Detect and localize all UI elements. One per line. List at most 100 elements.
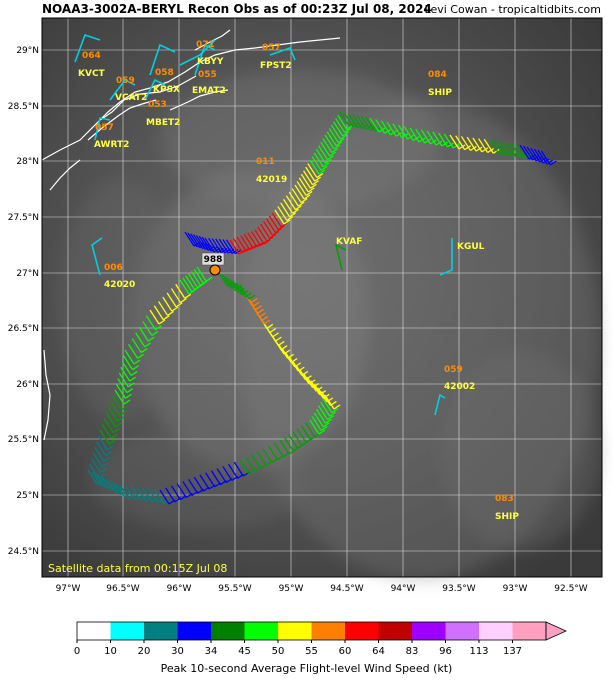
wind-barb [403,126,414,141]
wind-barb [443,133,454,149]
wind-barb [280,202,291,218]
wind-barb-flag [175,302,183,308]
wind-barb [233,238,244,253]
colorbar-tick-label: 137 [503,646,522,657]
wind-barb [110,480,121,496]
wind-barb [320,391,331,406]
wind-barb-flag [261,315,269,321]
wind-barb [233,461,244,477]
wind-barb [184,231,195,247]
wind-barb [190,233,201,249]
colorbar-extend-arrow [545,621,567,641]
wind-barb [149,309,160,325]
station-barbs-green [334,243,347,271]
wind-barb-flag [269,233,277,239]
storm-center: 988 [201,252,225,276]
wind-barb-flag [542,158,550,164]
wind-barb-flag [326,397,334,403]
wind-barb [328,128,339,143]
station-value: 057 [95,123,114,133]
lon-axis-labels: 97°W 96.5°W 96°W 95.5°W 95°W 94.5°W 94°W… [56,584,588,594]
lon-label: 95.5°W [218,584,252,594]
wind-barb [120,366,131,382]
wind-barb-flag [129,376,137,382]
wind-barb [324,394,335,410]
station-value: 084 [428,70,447,80]
wind-barb-flag [289,212,297,218]
wind-barb [119,484,130,500]
wind-barb [145,315,156,331]
wind-barb [235,282,246,298]
wind-barb-flag [346,124,354,130]
wind-barb [96,441,107,456]
wind-barb [305,422,316,438]
colorbar-swatch [311,622,346,640]
wind-barb [229,239,240,255]
wind-barb-flag [210,246,218,252]
wind-barb [239,459,250,475]
lon-label: 92.5°W [554,584,588,594]
wind-barb [135,332,146,348]
wind-barb [278,343,289,359]
wind-barb-flag [127,382,135,388]
lon-label: 93°W [503,584,528,594]
lat-label: 28.5°N [8,102,39,112]
wind-barb-flag [237,288,245,294]
wind-barb-flag [205,276,213,282]
wind-barb-flag [305,190,313,196]
wind-barb-flag [275,336,282,342]
wind-barb-flag [315,386,323,392]
wind-barb [257,226,268,242]
wind-barb-flag [162,315,170,321]
lon-label: 93.5°W [442,584,476,594]
wind-barb [250,231,261,246]
wind-barb [182,481,193,496]
wind-barb [318,405,329,421]
wind-barb [375,119,386,134]
wind-barb-flag [327,415,334,421]
wind-barb [117,378,128,393]
wind-barb-flag [342,131,349,137]
wind-barb [313,152,324,168]
wind-barb-flag [481,147,489,153]
station-value: 057 [262,43,281,53]
wind-barb-flag [137,353,144,359]
wind-barb-flag [295,205,302,211]
wind-barb-flag [275,228,282,234]
wind-barb [170,485,181,501]
colorbar-title: Peak 10-second Average Flight-level Wind… [160,662,453,675]
wind-barb [131,338,142,353]
wind-barb-flag [227,281,234,287]
wind-barb [506,142,517,158]
wind-barb [262,448,273,463]
wind-barb [315,148,326,164]
wind-barb-flag [331,148,339,154]
wind-barb [256,451,267,466]
wind-barb [136,486,147,502]
station-id: KPSX [153,85,180,95]
lat-label: 27°N [16,269,39,279]
wind-barb [295,365,306,381]
wind-barb-flag [105,450,112,456]
wind-barb [232,280,243,296]
wind-barb [114,389,125,405]
wind-barb [317,387,328,403]
lat-label: 29°N [16,46,39,56]
wind-barb [320,141,331,157]
station-id: EMAT2 [192,86,226,96]
wind-barb-flag [155,325,162,331]
wind-barb [533,148,544,164]
wind-barb [472,137,483,153]
wind-barb [318,145,329,161]
wind-barb-flag [294,362,302,368]
station-barbs [74,33,453,416]
wind-barb [296,428,307,443]
wind-barb-flag [144,342,152,348]
wind-barb-flag [418,137,426,143]
colorbar-swatch [144,622,178,640]
wind-barb [153,488,164,504]
wind-barb [195,235,206,250]
wind-barb-flag [312,383,319,389]
wind-barb [530,147,541,163]
wind-barb [356,115,367,130]
